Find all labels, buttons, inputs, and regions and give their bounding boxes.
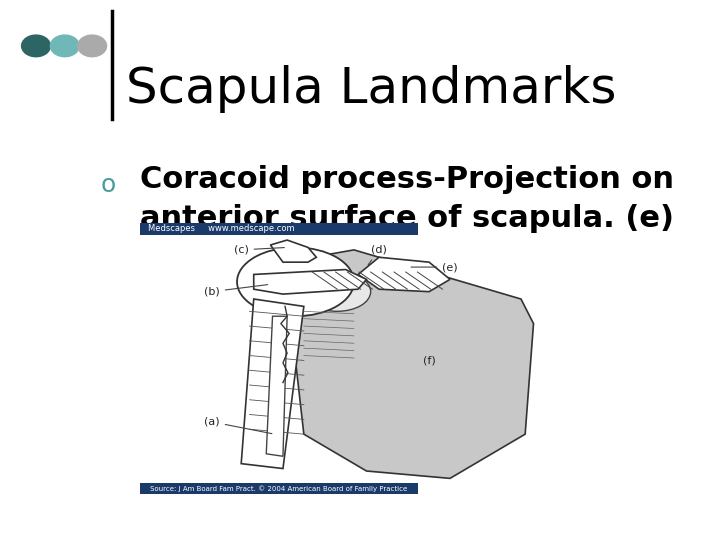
Text: (c): (c) xyxy=(234,245,284,255)
Polygon shape xyxy=(266,316,287,456)
Text: Source: J Am Board Fam Pract. © 2004 American Board of Family Practice: Source: J Am Board Fam Pract. © 2004 Ame… xyxy=(150,485,408,492)
Text: o: o xyxy=(100,173,116,197)
Text: (d): (d) xyxy=(368,245,387,265)
Text: (b): (b) xyxy=(204,285,268,296)
Circle shape xyxy=(304,272,371,311)
Circle shape xyxy=(237,247,354,316)
Text: Medscapes     www.medscape.com: Medscapes www.medscape.com xyxy=(148,225,294,233)
Text: (f): (f) xyxy=(423,355,436,366)
Text: anterior surface of scapula. (e): anterior surface of scapula. (e) xyxy=(140,204,675,233)
FancyBboxPatch shape xyxy=(140,223,418,235)
Polygon shape xyxy=(241,299,304,469)
Polygon shape xyxy=(358,257,450,292)
Text: (e): (e) xyxy=(411,262,458,272)
Polygon shape xyxy=(271,240,316,262)
Polygon shape xyxy=(253,269,366,294)
Circle shape xyxy=(22,35,50,57)
FancyBboxPatch shape xyxy=(140,483,418,494)
Text: Coracoid process-Projection on: Coracoid process-Projection on xyxy=(140,165,675,194)
Text: (a): (a) xyxy=(204,417,272,434)
Text: Scapula Landmarks: Scapula Landmarks xyxy=(126,65,616,113)
Circle shape xyxy=(78,35,107,57)
Polygon shape xyxy=(295,250,534,478)
Circle shape xyxy=(50,35,79,57)
